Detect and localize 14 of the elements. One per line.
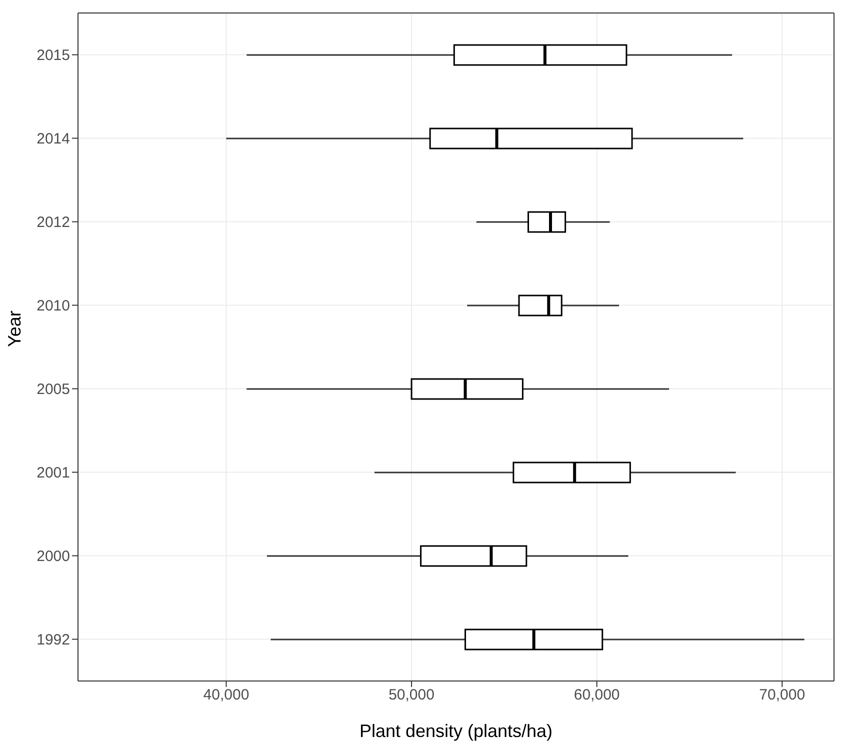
x-tick-label: 70,000	[759, 686, 806, 704]
y-tick-label: 2014	[36, 130, 70, 148]
y-tick-label: 2010	[36, 298, 70, 315]
x-tick-label: 60,000	[574, 686, 620, 704]
y-axis-title: Year	[4, 310, 24, 347]
y-tick-label: 2005	[36, 381, 70, 398]
x-tick-label: 40,000	[203, 686, 250, 704]
y-tick-label: 2015	[36, 47, 70, 64]
y-tick-label: 1992	[36, 632, 70, 649]
y-tick-label: 2012	[36, 214, 70, 232]
x-axis-title: Plant density (plants/ha)	[359, 721, 553, 741]
x-tick-label: 50,000	[388, 686, 434, 704]
y-tick-label: 2000	[36, 548, 70, 566]
y-tick-label: 2001	[36, 464, 70, 482]
